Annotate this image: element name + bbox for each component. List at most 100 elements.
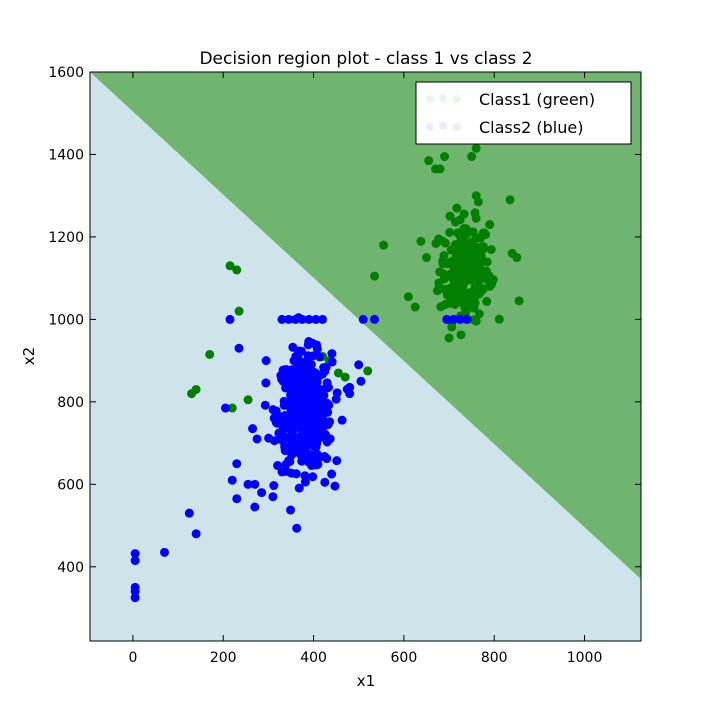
data-point	[452, 203, 462, 213]
data-point	[461, 230, 471, 240]
data-point	[482, 296, 492, 306]
x-tick-label: 0	[128, 650, 137, 666]
data-point	[455, 288, 465, 298]
data-point	[471, 316, 481, 326]
data-point	[476, 232, 486, 242]
y-tick-label: 800	[57, 395, 84, 411]
data-point	[467, 237, 477, 247]
data-point	[296, 379, 306, 389]
data-point	[327, 469, 337, 479]
data-point	[243, 479, 253, 489]
data-point	[449, 277, 459, 287]
data-point	[303, 411, 313, 421]
data-point	[457, 297, 467, 307]
data-point	[290, 314, 300, 324]
data-point	[250, 479, 260, 489]
data-point	[248, 424, 258, 434]
legend-box	[415, 81, 632, 145]
data-point	[461, 307, 471, 317]
data-point	[356, 376, 366, 386]
data-point	[296, 435, 306, 445]
series-1	[187, 143, 524, 413]
legend-marker	[439, 122, 447, 130]
data-point	[379, 240, 389, 250]
y-axis-label: x2	[20, 347, 38, 365]
data-point	[289, 356, 299, 366]
x-tick-label: 600	[391, 650, 418, 666]
legend-marker	[426, 123, 434, 131]
data-point	[471, 213, 481, 223]
data-point	[273, 461, 283, 471]
data-point	[257, 488, 267, 498]
data-point	[276, 435, 286, 445]
y-tick-label: 1400	[48, 147, 84, 163]
data-point	[232, 494, 242, 504]
data-point	[340, 372, 350, 382]
data-point	[462, 314, 472, 324]
data-point	[227, 403, 237, 413]
data-point	[280, 446, 290, 456]
legend-item: Class2 (blue)	[426, 118, 583, 137]
data-point	[478, 242, 488, 252]
data-point	[315, 352, 325, 362]
data-point	[130, 587, 140, 597]
data-point	[234, 306, 244, 316]
data-point	[234, 343, 244, 353]
data-point	[330, 481, 340, 491]
data-point	[323, 407, 333, 417]
data-point	[327, 357, 337, 367]
plot-area-frame	[89, 71, 642, 642]
data-point	[327, 349, 337, 359]
data-point	[232, 459, 242, 469]
x-tick-label: 400	[300, 650, 327, 666]
data-point	[461, 270, 471, 280]
data-point	[442, 314, 452, 324]
data-point	[322, 383, 332, 393]
data-point	[459, 245, 469, 255]
data-point	[232, 265, 242, 275]
data-point	[305, 392, 315, 402]
legend-marker	[453, 123, 461, 131]
data-point	[512, 253, 522, 263]
data-point	[450, 217, 460, 227]
data-point	[130, 593, 140, 603]
data-point	[318, 314, 328, 324]
data-point	[300, 477, 310, 487]
data-point	[292, 385, 302, 395]
y-tick-label: 1200	[48, 230, 84, 246]
data-point	[450, 240, 460, 250]
decision-regions	[90, 72, 641, 641]
data-point	[269, 436, 279, 446]
data-point	[271, 417, 281, 427]
data-point	[455, 314, 465, 324]
data-point	[445, 227, 455, 237]
data-point	[363, 366, 373, 376]
data-point	[459, 279, 469, 289]
data-point	[303, 351, 313, 361]
data-point	[469, 303, 479, 313]
x-tick-label: 200	[210, 650, 237, 666]
data-point	[277, 314, 287, 324]
data-point	[514, 296, 524, 306]
data-point	[459, 209, 469, 219]
data-point	[434, 283, 444, 293]
data-point	[160, 547, 170, 557]
data-point	[227, 475, 237, 485]
data-point	[318, 369, 328, 379]
data-point	[410, 302, 420, 312]
data-point	[416, 236, 426, 246]
legend-label: Class1 (green)	[479, 90, 595, 109]
data-point	[187, 389, 197, 399]
data-point	[294, 483, 304, 493]
data-point	[320, 477, 330, 487]
data-point	[191, 529, 201, 539]
x-tick-label: 800	[481, 650, 508, 666]
data-point	[475, 256, 485, 266]
data-point	[305, 426, 315, 436]
data-point	[471, 143, 481, 153]
data-point	[345, 382, 355, 392]
data-point	[306, 359, 316, 369]
x-axis-label: x1	[357, 672, 375, 690]
legend: Class1 (green) Class2 (blue)	[415, 81, 632, 145]
data-point	[225, 314, 235, 324]
